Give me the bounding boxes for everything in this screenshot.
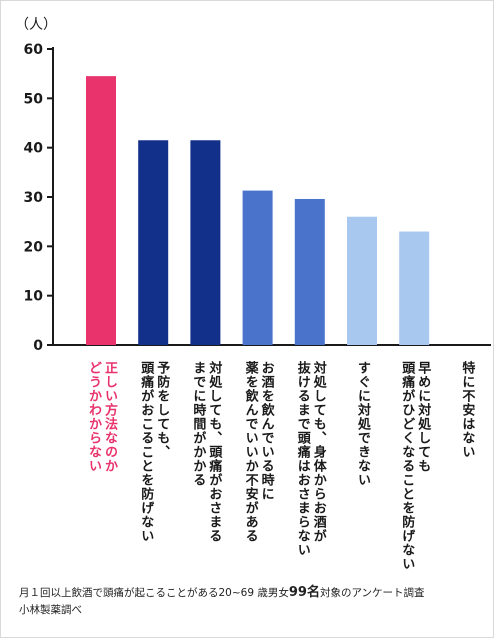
category-label-3: 対処しても、頭痛がおさまる までに時間がかかる	[190, 361, 222, 543]
category-label-5: 対処しても、身体からお酒が 抜けるまで頭痛はおさまらない	[294, 361, 326, 557]
bar-6	[347, 216, 377, 345]
y-tick-label: 20	[24, 239, 44, 255]
bar-1	[86, 76, 116, 345]
bar-5	[294, 198, 325, 345]
y-tick-label: 50	[24, 91, 44, 107]
survey-description: 月１回以上飲酒で頭痛が起こることがある20~69 歳男女99名対象のアンケート調…	[19, 584, 425, 602]
category-label-8: 特に不安はない	[459, 361, 475, 459]
source-credit: 小林製薬調べ	[19, 604, 82, 616]
survey-text-end: 対象のアンケート調査	[319, 587, 425, 599]
y-tick-label: 0	[33, 338, 43, 354]
respondent-count: 99名	[288, 585, 320, 600]
y-tick-label: 30	[24, 190, 44, 206]
y-axis-label: （人）	[15, 17, 57, 33]
category-label-7: 早めに対処しても 頭痛がひどくなることを防げない	[399, 361, 431, 571]
category-label-2: 予防をしても、 頭痛がおこることを防げない	[138, 361, 170, 543]
bar-3	[190, 140, 221, 345]
survey-text-start: 月１回以上飲酒で頭痛が起こることがある20~69 歳男女	[19, 587, 289, 599]
bar-chart: 0 10 20 30 40 50 60 （人）	[15, 17, 491, 354]
bar-4	[242, 190, 273, 345]
y-tick-label: 10	[24, 289, 44, 305]
category-label-6: すぐに対処できない	[355, 361, 370, 487]
footer-note: 月１回以上飲酒で頭痛が起こることがある20~69 歳男女99名対象のアンケート調…	[19, 584, 425, 619]
bar-2	[138, 140, 169, 345]
category-label-1: 正しい方法なのか どうかわからない	[86, 361, 117, 473]
bar-7	[399, 231, 430, 345]
y-tick-label: 40	[24, 141, 44, 157]
y-tick-label: 60	[24, 42, 44, 58]
category-label-4: お酒を飲んでいる時に 薬を飲んでいいか不安がある	[242, 361, 274, 543]
